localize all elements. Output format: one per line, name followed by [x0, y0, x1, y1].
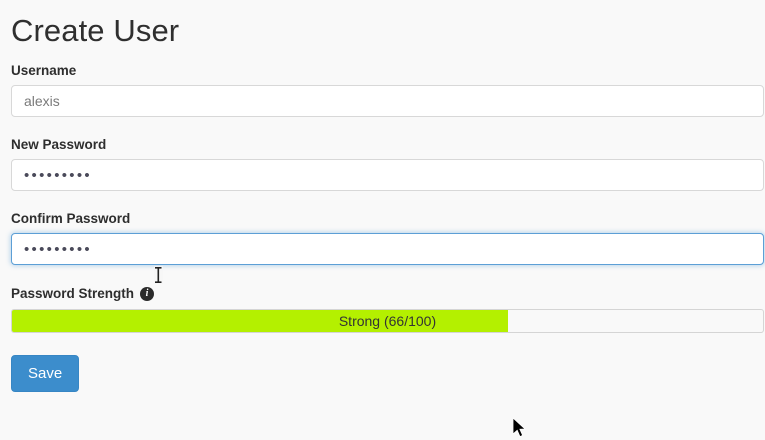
save-button[interactable]: Save [11, 355, 80, 392]
confirm-password-label: Confirm Password [11, 211, 131, 226]
password-strength-text: Strong (66/100) [338, 313, 437, 329]
password-strength-label-row: Password Strength i [11, 286, 754, 302]
password-strength-meter: Strong (66/100) [11, 309, 764, 333]
page-title: Create User [11, 13, 180, 48]
username-label: Username [11, 63, 77, 78]
username-input[interactable] [11, 85, 764, 117]
i-beam-cursor [154, 266, 163, 284]
confirm-password-input[interactable] [11, 233, 764, 265]
password-strength-label: Password Strength [11, 286, 135, 301]
new-password-label: New Password [11, 137, 107, 152]
info-icon[interactable]: i [140, 287, 155, 301]
password-strength-fill [12, 310, 508, 332]
new-password-input[interactable] [11, 159, 764, 191]
mouse-pointer-cursor [513, 418, 526, 438]
